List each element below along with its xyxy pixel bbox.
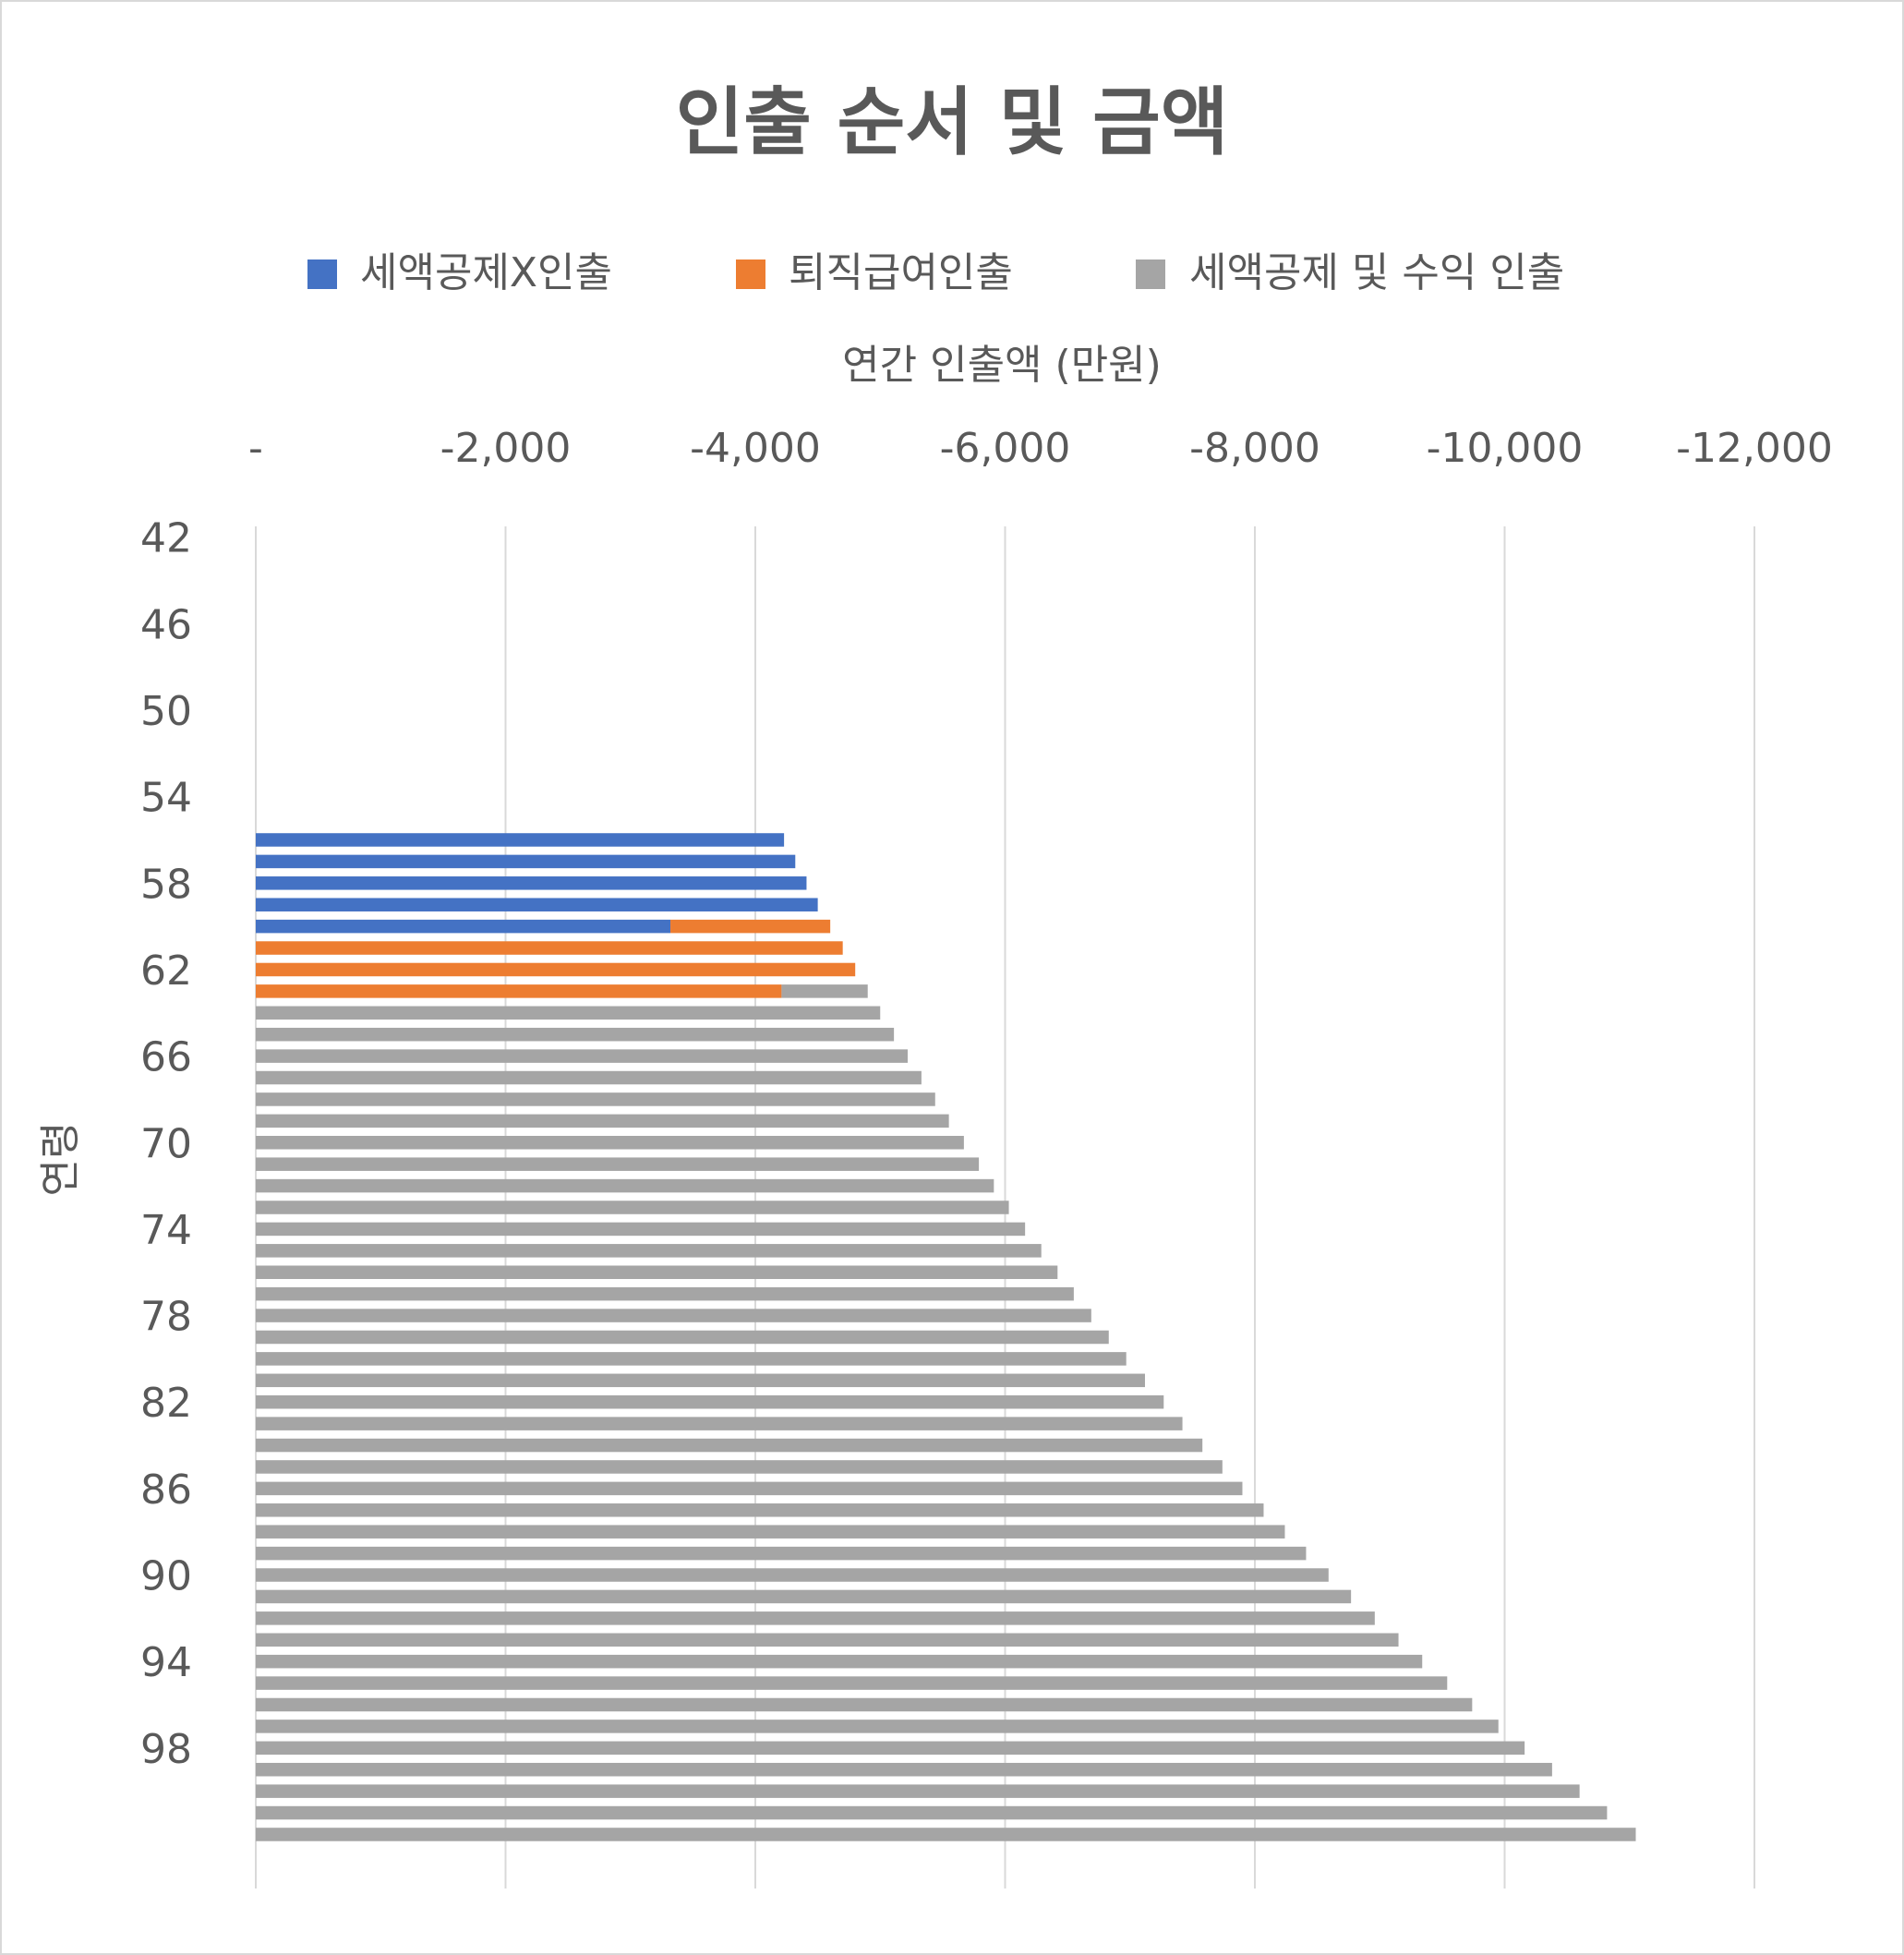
- bar-74-series-2: [256, 1222, 1026, 1237]
- bar-60-series-1: [670, 919, 831, 934]
- x-axis-title: 연간 인출액 (만원): [842, 342, 1162, 389]
- bars: [256, 833, 1636, 1841]
- x-tick-label-4: -8,000: [1189, 425, 1320, 472]
- bar-75-series-2: [256, 1244, 1042, 1258]
- y-tick-label-14: 98: [140, 1726, 192, 1773]
- y-tick-label-4: 58: [140, 861, 192, 908]
- bar-79-series-2: [256, 1330, 1109, 1345]
- y-tick-labels: 42 46 50 54 58 62 66 70 74 78 82 86 90 94 98: [140, 515, 192, 1773]
- chart-title: 인출 순서 및 금액: [676, 79, 1229, 165]
- bar-59-series-0: [256, 898, 818, 911]
- bar-88-series-2: [256, 1525, 1285, 1539]
- bar-69-series-2: [256, 1114, 949, 1128]
- bar-98-series-2: [256, 1741, 1525, 1756]
- bar-68-series-2: [256, 1092, 935, 1106]
- bar-82-series-2: [256, 1394, 1164, 1409]
- bar-97-series-2: [256, 1720, 1499, 1733]
- x-tick-label-1: -2,000: [440, 425, 572, 472]
- bar-93-series-2: [256, 1633, 1399, 1647]
- x-tick-label-3: -6,000: [940, 425, 1071, 472]
- bar-70-series-2: [256, 1136, 964, 1150]
- legend-item-0: 세액공제X인출: [307, 249, 612, 296]
- bar-67-series-2: [256, 1070, 922, 1085]
- bar-100-series-2: [256, 1784, 1580, 1798]
- bar-102-series-2: [256, 1828, 1636, 1841]
- bar-76-series-2: [256, 1265, 1058, 1279]
- bar-77-series-2: [256, 1286, 1074, 1301]
- bar-84-series-2: [256, 1438, 1203, 1453]
- legend: 세액공제X인출 퇴직급여인출 세액공제 및 수익 인출: [307, 249, 1564, 296]
- bar-86-series-2: [256, 1481, 1243, 1496]
- legend-swatch-0: [307, 259, 337, 289]
- bar-80-series-2: [256, 1352, 1127, 1366]
- y-tick-label-2: 50: [140, 688, 192, 735]
- bar-57-series-0: [256, 854, 796, 869]
- y-tick-label-10: 82: [140, 1380, 192, 1427]
- bar-58-series-0: [256, 876, 807, 890]
- bar-87-series-2: [256, 1503, 1264, 1517]
- legend-swatch-2: [1136, 259, 1165, 289]
- bar-81-series-2: [256, 1373, 1145, 1388]
- bar-91-series-2: [256, 1589, 1352, 1604]
- bar-92-series-2: [256, 1611, 1375, 1625]
- bar-99-series-2: [256, 1762, 1552, 1777]
- y-tick-label-8: 74: [140, 1207, 192, 1254]
- legend-label-2: 세액공제 및 수익 인출: [1189, 249, 1564, 296]
- bar-56-series-0: [256, 833, 785, 847]
- bar-94-series-2: [256, 1654, 1423, 1669]
- bar-73-series-2: [256, 1201, 1009, 1214]
- y-tick-label-5: 62: [140, 947, 192, 995]
- legend-item-1: 퇴직급여인출: [736, 249, 1013, 296]
- y-tick-label-6: 66: [140, 1034, 192, 1081]
- bar-63-series-1: [256, 984, 782, 998]
- x-tick-labels: - -2,000 -4,000 -6,000 -8,000 -10,000 -12,000: [248, 425, 1833, 472]
- bar-65-series-2: [256, 1027, 895, 1042]
- bar-66-series-2: [256, 1049, 909, 1063]
- bar-60-series-0: [256, 919, 671, 934]
- bar-62-series-1: [256, 962, 856, 977]
- bar-89-series-2: [256, 1546, 1307, 1561]
- bar-95-series-2: [256, 1676, 1448, 1690]
- bar-101-series-2: [256, 1805, 1608, 1820]
- bar-61-series-1: [256, 941, 843, 955]
- y-tick-label-1: 46: [140, 601, 192, 648]
- y-tick-label-12: 90: [140, 1553, 192, 1600]
- bar-90-series-2: [256, 1568, 1329, 1582]
- y-tick-label-3: 54: [140, 775, 192, 822]
- x-tick-label-6: -12,000: [1676, 425, 1833, 472]
- legend-swatch-1: [736, 259, 765, 289]
- y-tick-label-0: 42: [140, 515, 192, 562]
- y-axis-title: 연령: [37, 1122, 84, 1197]
- bar-96-series-2: [256, 1697, 1473, 1712]
- legend-item-2: 세액공제 및 수익 인출: [1136, 249, 1564, 296]
- bar-71-series-2: [256, 1157, 980, 1171]
- x-tick-label-2: -4,000: [690, 425, 821, 472]
- y-tick-label-13: 94: [140, 1639, 192, 1686]
- bar-72-series-2: [256, 1178, 994, 1193]
- bar-83-series-2: [256, 1417, 1183, 1430]
- y-tick-label-11: 86: [140, 1466, 192, 1514]
- legend-label-1: 퇴직급여인출: [789, 249, 1013, 296]
- legend-label-0: 세액공제X인출: [360, 249, 612, 296]
- bar-85-series-2: [256, 1460, 1223, 1474]
- x-tick-label-0: -: [248, 425, 263, 472]
- y-tick-label-7: 70: [140, 1120, 192, 1167]
- bar-64-series-2: [256, 1006, 881, 1020]
- x-tick-label-5: -10,000: [1427, 425, 1584, 472]
- y-tick-label-9: 78: [140, 1294, 192, 1341]
- bar-63-series-2: [781, 984, 868, 998]
- bar-78-series-2: [256, 1309, 1091, 1322]
